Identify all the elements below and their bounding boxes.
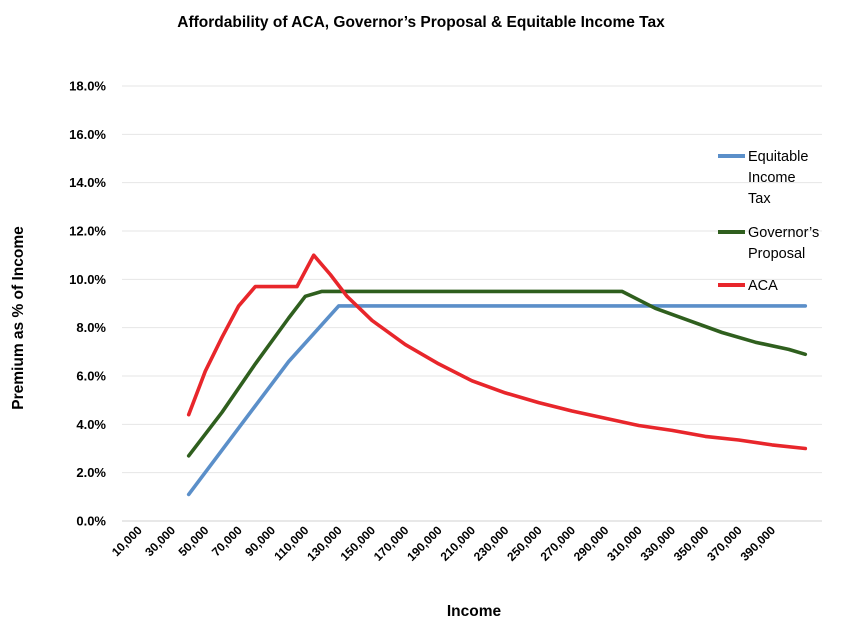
legend-label: Equitable bbox=[748, 149, 808, 165]
x-tick-label: 150,000 bbox=[338, 523, 379, 564]
x-tick-label: 130,000 bbox=[304, 523, 345, 564]
x-tick-label: 350,000 bbox=[671, 523, 712, 564]
x-tick-label: 370,000 bbox=[704, 523, 745, 564]
legend-label: Governor’s bbox=[748, 225, 819, 241]
y-tick-label: 0.0% bbox=[76, 514, 106, 529]
x-tick-label: 310,000 bbox=[604, 523, 645, 564]
legend-item-governor-s-proposal: Governor’s Proposal bbox=[718, 225, 819, 262]
x-tick-label: 10,000 bbox=[109, 523, 145, 559]
x-tick-label: 330,000 bbox=[638, 523, 679, 564]
y-tick-label: 2.0% bbox=[76, 465, 106, 480]
x-tick-label: 250,000 bbox=[504, 523, 545, 564]
legend-label: ACA bbox=[748, 278, 778, 294]
legend-item-aca: ACA bbox=[718, 278, 778, 294]
series-line-aca bbox=[186, 253, 808, 451]
series-line-governor-s-proposal bbox=[186, 289, 808, 458]
y-tick-label: 18.0% bbox=[69, 79, 106, 94]
x-axis-label: Income bbox=[447, 603, 502, 620]
legend-item-equitable-income-tax: Equitable Income Tax bbox=[718, 149, 808, 207]
legend-label: Proposal bbox=[748, 246, 805, 262]
x-tick-label: 230,000 bbox=[471, 523, 512, 564]
x-tick-label: 50,000 bbox=[176, 523, 212, 559]
y-axis-label: Premium as % of Income bbox=[10, 226, 27, 410]
y-tick-label: 12.0% bbox=[69, 224, 106, 239]
x-tick-label: 210,000 bbox=[438, 523, 479, 564]
y-tick-label: 10.0% bbox=[69, 272, 106, 287]
x-tick-label: 190,000 bbox=[404, 523, 445, 564]
x-tick-label: 30,000 bbox=[142, 523, 178, 559]
x-tick-label: 270,000 bbox=[538, 523, 579, 564]
chart-title: Affordability of ACA, Governor’s Proposa… bbox=[177, 14, 665, 31]
series-lines bbox=[186, 253, 808, 497]
series-line-equitable-income-tax bbox=[186, 304, 808, 497]
legend-label: Income bbox=[748, 170, 796, 186]
legend: Equitable Income Tax Governor’s Proposal ACA bbox=[718, 149, 819, 294]
gridlines bbox=[122, 85, 822, 522]
x-tick-label: 110,000 bbox=[271, 523, 311, 563]
y-tick-label: 14.0% bbox=[69, 175, 106, 190]
x-tick-label: 390,000 bbox=[738, 523, 779, 564]
y-tick-label: 4.0% bbox=[76, 417, 106, 432]
x-tick-label: 170,000 bbox=[371, 523, 412, 564]
y-tick-label: 16.0% bbox=[69, 127, 106, 142]
legend-label: Tax bbox=[748, 191, 771, 207]
y-axis-ticks: 0.0% 2.0% 4.0% 6.0% 8.0% 10.0% 12.0% 14.0% 16.0%… bbox=[69, 79, 106, 529]
x-axis-ticks: 10,00030,00050,00070,00090,000110,000130… bbox=[109, 523, 778, 564]
y-tick-label: 8.0% bbox=[76, 320, 106, 335]
x-tick-label: 70,000 bbox=[209, 523, 245, 559]
y-tick-label: 6.0% bbox=[76, 369, 106, 384]
x-tick-label: 290,000 bbox=[571, 523, 612, 564]
